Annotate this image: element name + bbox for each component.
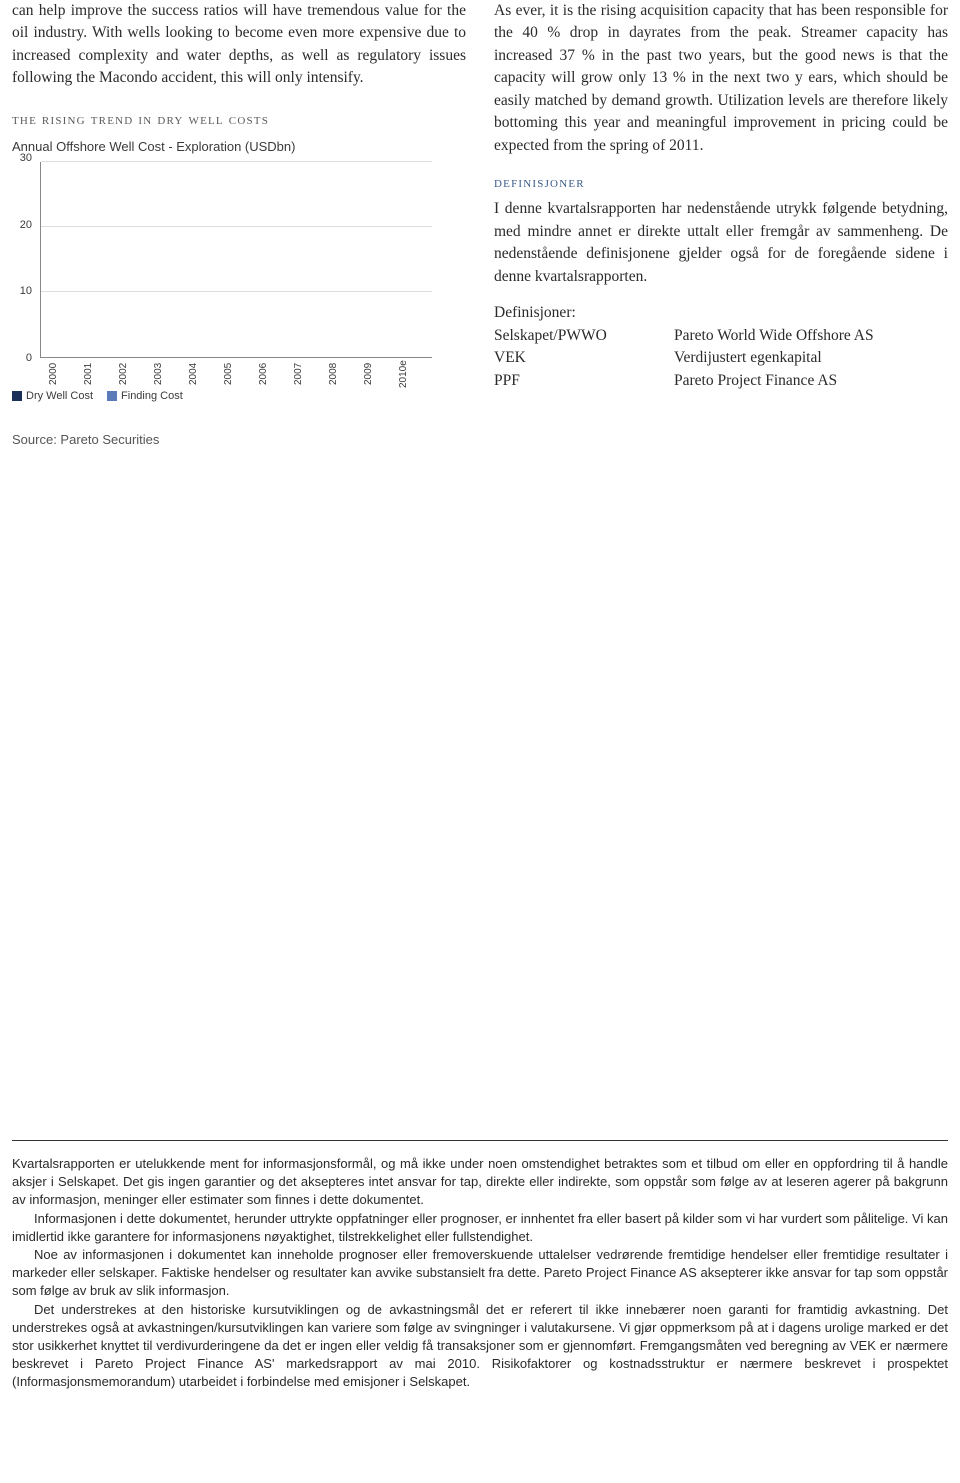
definitions-table: Definisjoner: Selskapet/PWWO Pareto Worl… [494,302,948,392]
def-row: VEK Verdijustert egenkapital [494,347,948,369]
left-paragraph-1: can help improve the success ratios will… [12,0,466,90]
disclaimer-p3: Noe av informasjonen i dokumentet kan in… [12,1246,948,1301]
def-val: Pareto World Wide Offshore AS [674,325,948,347]
def-key: VEK [494,347,674,369]
disclaimer-p4: Det understrekes at den historiske kursu… [12,1301,948,1392]
def-row: PPF Pareto Project Finance AS [494,370,948,392]
def-key: PPF [494,370,674,392]
def-val: Pareto Project Finance AS [674,370,948,392]
definitions-label: Definisjoner: [494,302,948,324]
left-column: can help improve the success ratios will… [12,0,466,447]
right-column: As ever, it is the rising acquisition ca… [494,0,948,447]
chart-y-axis: 0102030 [12,158,36,358]
disclaimer-p1: Kvartalsrapporten er utelukkende ment fo… [12,1155,948,1210]
chart-source: Source: Pareto Securities [12,432,466,447]
def-val: Verdijustert egenkapital [674,347,948,369]
chart-title: Annual Offshore Well Cost - Exploration … [12,139,432,154]
legend-label-dry: Dry Well Cost [26,390,93,402]
chart-section-heading: the rising trend in dry well costs [12,112,466,129]
well-cost-chart: Annual Offshore Well Cost - Exploration … [12,139,432,402]
right-paragraph-1: As ever, it is the rising acquisition ca… [494,0,948,157]
legend-swatch-finding [107,391,117,401]
definitions-intro: I denne kvartalsrapporten har nedenståen… [494,198,948,288]
chart-plot-area: 0102030 20002001200220032004200520062007… [12,158,432,388]
disclaimer-p2: Informasjonen i dette dokumentet, herund… [12,1210,948,1246]
chart-plot [40,162,432,358]
chart-bars [41,162,432,357]
legend-label-finding: Finding Cost [121,390,183,402]
def-row: Selskapet/PWWO Pareto World Wide Offshor… [494,325,948,347]
definitions-heading: definisjoner [494,175,948,192]
chart-x-labels: 2000200120022003200420052006200720082009… [40,360,432,388]
legend-item-dry: Dry Well Cost [12,390,93,402]
disclaimer-block: Kvartalsrapporten er utelukkende ment fo… [12,1140,948,1391]
def-key: Selskapet/PWWO [494,325,674,347]
legend-item-finding: Finding Cost [107,390,183,402]
legend-swatch-dry [12,391,22,401]
chart-legend: Dry Well Cost Finding Cost [12,390,432,402]
